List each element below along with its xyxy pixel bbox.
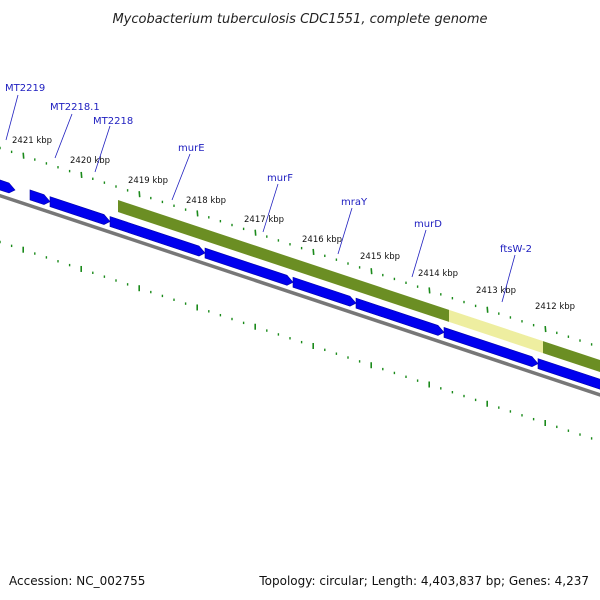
- gene-labels: MT2219 MT2218.1 MT2218 murE murF mraY mu…: [5, 83, 532, 303]
- tick-mark: [254, 229, 257, 236]
- kbp-label: 2418 kbp: [186, 196, 226, 206]
- tick-mark: [138, 191, 141, 198]
- gene-arrow: [355, 297, 445, 336]
- gene-arrow: [0, 179, 16, 194]
- outer-tick-ring: [0, 146, 593, 346]
- gene-leader-line: [337, 207, 353, 255]
- tick-mark: [312, 248, 315, 256]
- gene-label[interactable]: murE: [178, 143, 205, 154]
- kbp-label: 2414 kbp: [418, 269, 458, 279]
- gene-leader-line: [411, 229, 427, 278]
- gene-arrow: [29, 189, 51, 205]
- map-title: Mycobacterium tuberculosis CDC1551, comp…: [112, 12, 487, 27]
- tick-mark: [370, 268, 373, 275]
- gene-arrow: [204, 247, 294, 286]
- highlight-segment: [543, 341, 600, 373]
- kbp-label: 2420 kbp: [70, 156, 110, 166]
- kbp-label: 2419 kbp: [128, 176, 168, 186]
- gene-label[interactable]: MT2219: [5, 83, 45, 94]
- gene-label[interactable]: MT2218.1: [50, 102, 100, 113]
- gene-arrow: [443, 326, 539, 367]
- tick-mark: [22, 152, 25, 159]
- gene-leader-line: [54, 113, 73, 159]
- gene-leader-line: [171, 153, 191, 201]
- kbp-label: 2416 kbp: [302, 235, 342, 245]
- gene-leader-line: [94, 125, 111, 173]
- genome-backbone: [0, 193, 600, 397]
- gene-leader-line: [262, 183, 279, 233]
- tick-mark: [486, 306, 489, 313]
- highlight-band: [118, 200, 600, 373]
- tick-mark: [428, 287, 431, 294]
- gene-arrow: [109, 216, 206, 257]
- kbp-labels: 2421 kbp 2420 kbp 2419 kbp 2418 kbp 2417…: [12, 136, 575, 312]
- accession-label: Accession: NC_002755: [9, 574, 146, 588]
- gene-label[interactable]: murF: [267, 173, 293, 184]
- kbp-label: 2412 kbp: [535, 302, 575, 312]
- kbp-label: 2413 kbp: [476, 286, 516, 296]
- tick-mark: [544, 325, 547, 333]
- gene-leader-line: [5, 94, 19, 141]
- tick-mark: [196, 210, 199, 217]
- gene-arrow: [537, 358, 600, 390]
- gene-leader-line: [501, 254, 516, 303]
- gene-arrow: [49, 196, 111, 225]
- genome-summary: Topology: circular; Length: 4,403,837 bp…: [259, 574, 589, 588]
- gene-track: [0, 179, 600, 390]
- backbone-line: [0, 193, 600, 397]
- gene-label[interactable]: ftsW-2: [500, 244, 532, 255]
- kbp-label: 2415 kbp: [360, 252, 400, 262]
- kbp-label: 2417 kbp: [244, 215, 284, 225]
- highlight-segment-pale: [449, 309, 543, 354]
- gene-label[interactable]: mraY: [341, 197, 368, 208]
- kbp-label: 2421 kbp: [12, 136, 52, 146]
- gene-arrow: [292, 276, 357, 307]
- highlight-segment: [118, 200, 449, 322]
- tick-mark: [80, 171, 83, 179]
- gene-label[interactable]: MT2218: [93, 116, 133, 127]
- inner-tick-ring: [0, 240, 593, 440]
- gene-label[interactable]: murD: [414, 219, 442, 230]
